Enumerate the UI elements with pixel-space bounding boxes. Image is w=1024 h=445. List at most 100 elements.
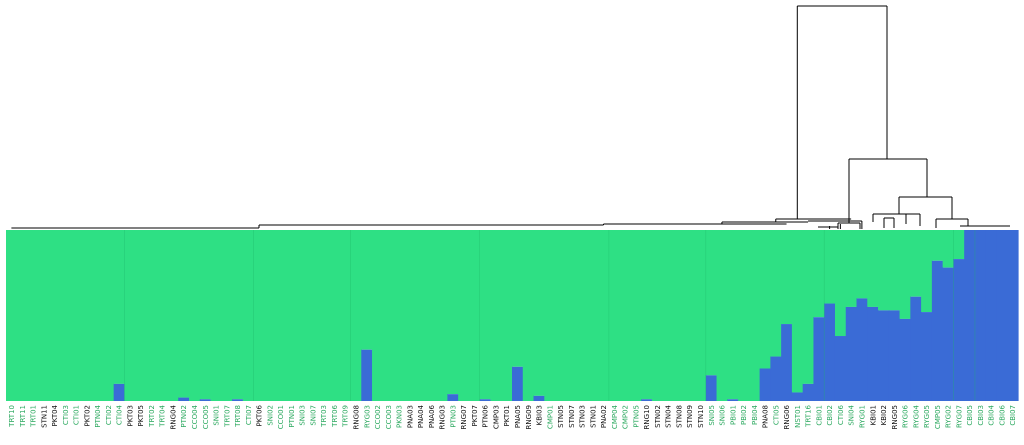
bar-cluster1-KBI01 <box>867 230 879 307</box>
bar-cluster2-RYG03 <box>361 349 373 401</box>
bar-cluster2-RNG06 <box>781 324 793 401</box>
bar-cluster1-PNA05 <box>512 230 524 367</box>
bar-cluster1-CTI03 <box>59 230 72 401</box>
bar-cluster2-RNG10 <box>641 399 653 401</box>
bar-cluster2-KBI03 <box>533 395 545 401</box>
bar-cluster2-RYG01 <box>856 298 868 401</box>
bar-cluster1-RYG07 <box>953 230 965 260</box>
sample-label-STN10: STN10 <box>697 405 705 428</box>
sample-label-PTN06: PTN06 <box>482 404 490 427</box>
sample-label-TRT08: TRT08 <box>234 405 242 428</box>
bar-cluster1-TRT06 <box>328 230 341 401</box>
sample-label-CMP02: CMP02 <box>622 405 630 429</box>
bar-cluster1-SNI04 <box>845 230 858 307</box>
bar-cluster1-SNI05 <box>705 230 718 376</box>
bar-cluster2-KBI02 <box>878 310 890 401</box>
sample-label-CTI01: CTI01 <box>73 405 81 425</box>
sample-label-PKT02: PKT02 <box>83 405 91 426</box>
bar-cluster1-CTI05 <box>770 230 782 357</box>
bar-cluster2-TRT16 <box>802 383 815 401</box>
bar-cluster1-RYG04 <box>910 230 922 297</box>
sample-label-PTN03: PTN03 <box>449 405 457 428</box>
bar-cluster1-SNI03 <box>296 230 309 401</box>
sample-label-CMP03: CMP03 <box>492 405 500 429</box>
bar-cluster1-PBI02 <box>738 230 750 401</box>
bar-cluster2-RYG06 <box>899 318 911 401</box>
sample-label-KBI02: KBI02 <box>880 405 888 425</box>
bar-cluster2-SNI05 <box>705 375 718 401</box>
sample-label-PTN02: PTN02 <box>180 405 188 428</box>
sample-label-TRT06: TRT06 <box>331 404 339 427</box>
bar-cluster1-PTN02 <box>178 230 190 398</box>
bar-cluster1-RNG08 <box>350 230 362 401</box>
bar-cluster1-RNG05 <box>888 230 901 311</box>
bar-cluster2-PNA08 <box>759 368 771 401</box>
bar-cluster2-PTN02 <box>178 397 190 401</box>
sample-label-PKT03: PKT03 <box>126 405 134 426</box>
bar-cluster1-PBI01 <box>727 230 739 400</box>
bar-cluster2-CTI06 <box>834 336 847 401</box>
sample-label-CTI07: CTI07 <box>245 405 253 425</box>
bar-cluster1-CCO04 <box>189 230 201 401</box>
bar-cluster1-PTN06 <box>479 230 492 400</box>
sample-label-PNA05: PNA05 <box>514 405 522 428</box>
bar-cluster2-NST01 <box>791 392 804 401</box>
sample-label-CCO04: CCO04 <box>191 404 199 429</box>
bar-cluster1-PKT02 <box>81 230 93 401</box>
sample-label-PTN04: PTN04 <box>94 404 102 427</box>
bar-cluster2-CBI01 <box>813 317 825 401</box>
sample-label-KBI03: KBI03 <box>536 405 544 425</box>
sample-label-CBI06: CBI06 <box>998 404 1006 425</box>
sample-labels: TRT10 TRT11 TRT01 STN11 PKT04 CTI03 CTI01 PKT02… <box>8 404 1017 429</box>
bar-cluster1-PKT04 <box>49 230 61 401</box>
sample-label-CTI06: CTI06 <box>837 404 845 425</box>
bar-cluster1-CMP04 <box>608 230 621 401</box>
bar-cluster1-PBI04 <box>748 230 761 401</box>
bar-cluster1-TRT16 <box>802 230 815 384</box>
sample-label-CCO02: CCO02 <box>374 405 382 429</box>
sample-label-TRT02: TRT02 <box>148 405 156 428</box>
sample-label-PNA08: PNA08 <box>762 405 770 428</box>
sample-label-TRT16: TRT16 <box>805 404 813 427</box>
bar-cluster1-RNG09 <box>522 230 535 401</box>
bar-cluster1-STN05 <box>555 230 567 401</box>
sample-label-RNG04: RNG04 <box>169 404 177 429</box>
sample-label-PBI04: PBI04 <box>751 404 759 425</box>
sample-label-STN11: STN11 <box>40 405 48 428</box>
admixture-bars <box>6 230 1019 401</box>
bar-cluster1-CBI02 <box>824 230 836 304</box>
bar-cluster2-CCO05 <box>199 399 212 401</box>
bar-cluster1-PKT03 <box>124 230 136 401</box>
bar-cluster1-CMP02 <box>619 230 632 401</box>
bar-cluster2-RYG04 <box>910 296 922 401</box>
bar-cluster2-TRT08 <box>232 399 244 401</box>
bar-cluster1-SNI06 <box>716 230 728 401</box>
sample-label-PKT01: PKT01 <box>503 405 511 426</box>
bar-cluster1-CMP05 <box>931 230 944 261</box>
bar-cluster2-SNI04 <box>845 306 858 401</box>
sample-label-CTI05: CTI05 <box>772 405 780 425</box>
sample-label-RYG04: RYG04 <box>912 404 920 428</box>
sample-label-RYG07: RYG07 <box>955 405 963 428</box>
sample-label-SNI05: SNI05 <box>708 405 716 426</box>
bar-cluster1-PTN04 <box>92 230 104 401</box>
bar-cluster1-STN11 <box>38 230 50 401</box>
sample-label-RNG07: RNG07 <box>460 405 468 429</box>
sample-label-RYG02: RYG02 <box>945 405 953 428</box>
sample-label-PKT06: PKT06 <box>256 404 264 426</box>
bar-cluster1-PKT01 <box>501 230 513 401</box>
bar-cluster1-PTN05 <box>630 230 642 401</box>
bar-cluster1-PKT05 <box>135 230 147 401</box>
bar-cluster2-CTI05 <box>770 356 782 401</box>
sample-label-TRT11: TRT11 <box>19 405 27 428</box>
sample-label-CBI01: CBI01 <box>815 405 823 426</box>
bar-cluster2-CBI03 <box>974 230 987 401</box>
bar-cluster1-TRT11 <box>16 230 29 401</box>
bar-cluster1-RNG04 <box>167 230 179 401</box>
bar-cluster1-CTI06 <box>834 230 847 337</box>
sample-label-RNG10: RNG10 <box>643 405 651 429</box>
sample-label-STN08: STN08 <box>675 405 683 428</box>
bar-cluster1-TRT03 <box>318 230 330 401</box>
sample-label-CTI03: CTI03 <box>62 405 70 425</box>
bar-cluster1-PTN01 <box>285 230 298 401</box>
